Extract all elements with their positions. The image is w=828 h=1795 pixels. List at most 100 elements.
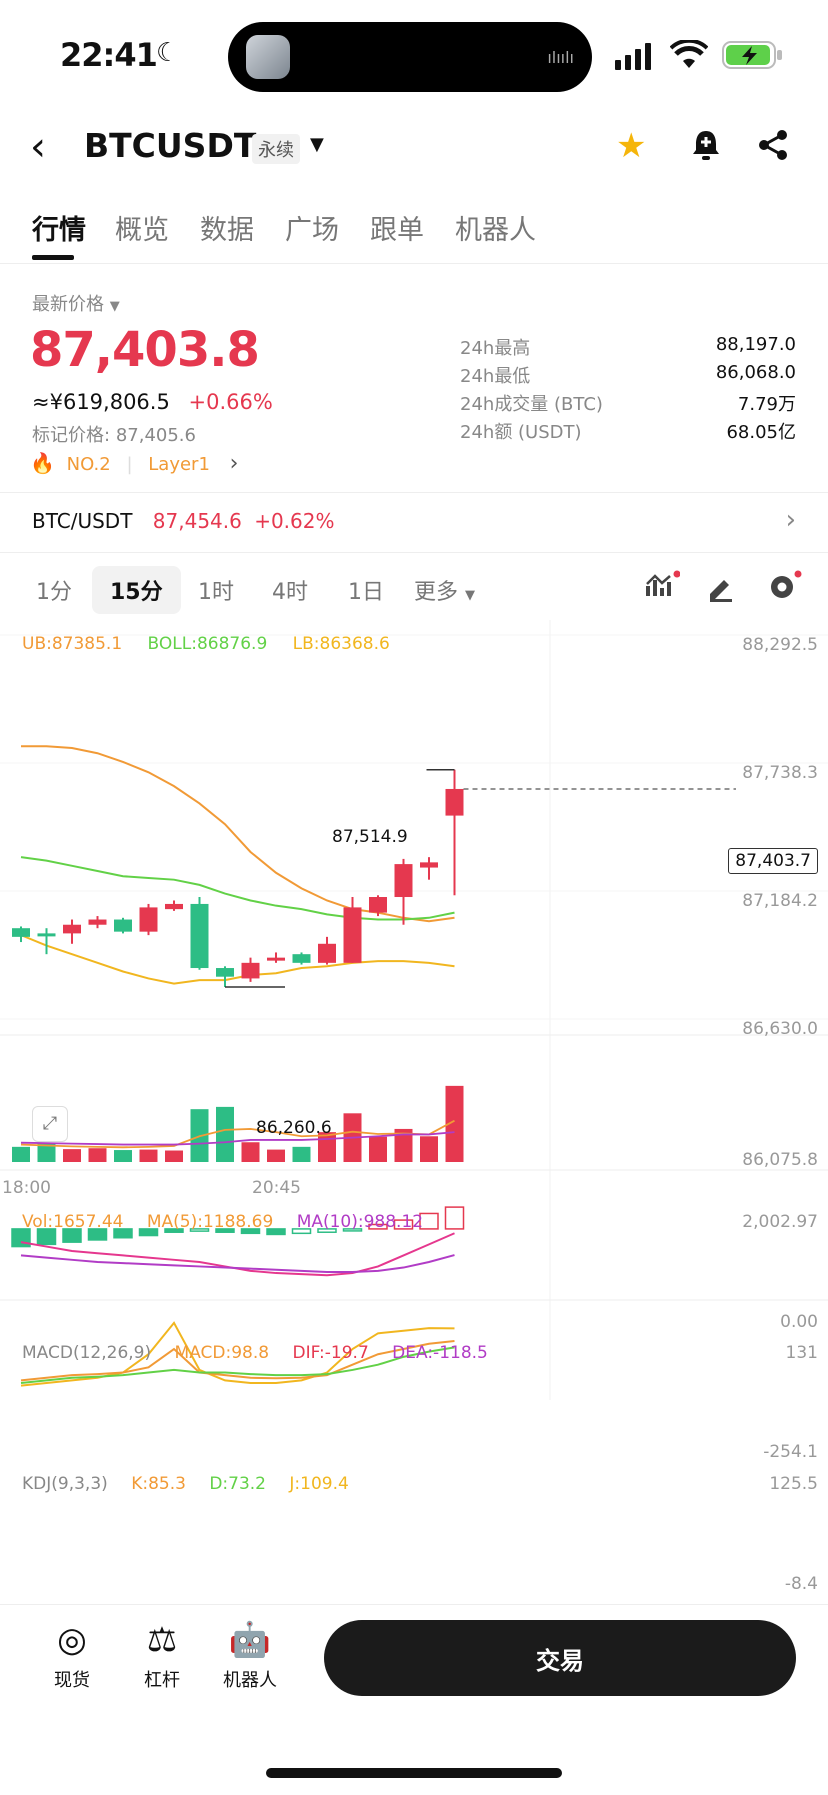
vol-ma5-line [20,1119,455,1149]
trade-button[interactable]: 交易 [324,1620,796,1696]
fullscreen-expand-icon[interactable]: ⤢ [32,1106,68,1142]
boll-upper-line [21,745,455,923]
y-tick: 87,738.3 [742,763,818,783]
moon-icon: ☾ [156,38,180,68]
back-button[interactable]: ‹ [30,124,46,170]
candle-body [190,903,209,969]
macd-histogram-bar [266,1228,286,1236]
tab-overview[interactable]: 概览 [115,215,169,246]
macd-histogram-bar [215,1228,235,1233]
volume-legend: Vol:1657.44 MA(5):1188.69 MA(10):988.12 [22,1212,423,1232]
share-icon[interactable] [756,128,790,162]
interval-15m[interactable]: 15分 [92,566,181,614]
volume-bar [37,1142,56,1162]
candle-body [445,788,464,816]
kdj-legend: KDJ(9,3,3) K:85.3 D:73.2 J:109.4 [22,1474,349,1494]
kline-chart[interactable] [0,620,828,1600]
rank-label: NO.2 [66,454,111,475]
spot-pair-row[interactable]: BTC/USDT 87,454.6 +0.62% › [32,505,796,535]
vol-ma10-line [20,1131,455,1146]
candle-body [114,919,132,932]
candle-body [394,864,413,898]
macd-histogram-bar [291,1228,312,1235]
candle-body [241,962,260,979]
macd-histogram-bar [62,1228,82,1243]
current-price-tag: 87,403.7 [728,848,818,874]
macd-histogram-bar [368,1223,388,1230]
price-alert-bell-icon[interactable] [690,128,722,162]
mark-price-value: 87,405.6 [115,425,196,446]
volume-bar [216,1106,234,1162]
last-price: 87,403.8 [30,322,260,378]
interval-1d[interactable]: 1日 [348,580,384,605]
avatar [246,35,290,79]
candle-body [216,968,234,977]
macd-histogram-bar [189,1228,210,1232]
candle-body [165,903,183,910]
volume-bar [165,1150,183,1162]
kdj-j-line [20,1321,455,1387]
volume-bar [63,1149,81,1162]
nav-bots[interactable]: 🤖 机器人 [210,1620,290,1692]
nav-margin-label: 杠杆 [144,1670,180,1691]
home-indicator[interactable] [266,1768,562,1778]
y-tick: 87,184.2 [742,891,818,911]
macd-histogram-bar [444,1206,465,1230]
volume-bar [12,1146,30,1162]
mark-price-row: 标记价格: 87,405.6 [32,421,196,447]
interval-more[interactable]: 更多 ▼ [414,574,475,606]
kdj-k-line [20,1340,455,1382]
vol-ma10: MA(10):988.12 [296,1212,424,1232]
price-cny: ≈¥619,806.5 [32,390,170,414]
chevron-right-icon: › [785,505,796,535]
tab-square[interactable]: 广场 [285,215,339,246]
symbol-title[interactable]: BTCUSDT [84,126,257,165]
interval-1h[interactable]: 1时 [198,580,234,605]
chart-settings-gear-icon[interactable] [766,570,802,602]
candle-body [12,928,30,937]
kdj-j: J:109.4 [289,1474,349,1494]
kdj-y-top: 125.5 [769,1474,818,1494]
symbol-dropdown-icon[interactable]: ▼ [310,134,324,155]
tab-copy-trading[interactable]: 跟单 [370,215,424,246]
volume-bar [139,1149,158,1162]
stat-value-turnover: 68.05亿 [726,422,796,443]
boll-ub: UB:87385.1 [22,634,123,654]
spot-divider-bottom [0,552,828,553]
chevron-down-icon: ▼ [465,588,476,603]
tab-bots[interactable]: 机器人 [455,215,536,246]
kdj-d: D:73.2 [209,1474,266,1494]
stat-label-volume: 24h成交量 (BTC) [460,394,603,415]
macd-histogram-bar [419,1212,439,1230]
tab-market[interactable]: 行情 [32,215,86,246]
interval-1m[interactable]: 1分 [36,580,72,605]
boll-mid-line [20,856,455,921]
favorite-star-icon[interactable]: ★ [616,126,647,166]
category-tag[interactable]: Layer1 [148,454,210,475]
margin-leverage-icon: ⚖ [146,1620,178,1660]
candle-body [139,907,158,932]
nav-margin[interactable]: ⚖ 杠杆 [122,1620,202,1692]
tabs-divider [0,263,828,264]
tab-data[interactable]: 数据 [200,215,254,246]
stat-value-volume: 7.79万 [737,394,796,415]
candle-body [343,907,362,963]
macd-histogram-bar [317,1228,337,1233]
macd-legend: MACD(12,26,9) MACD:98.8 DIF:-19.7 DEA:-1… [22,1343,488,1363]
interval-4h[interactable]: 4时 [272,580,308,605]
bottom-nav-divider [0,1604,828,1605]
contract-type-badge: 永续 [252,134,300,164]
draw-tool-icon[interactable] [706,572,738,602]
active-tab-indicator [32,255,74,260]
latest-price-label[interactable]: 最新价格 ▼ [32,290,120,316]
indicators-icon[interactable] [644,570,680,602]
rank-row[interactable]: 🔥 NO.2 | Layer1 › [30,451,238,476]
x-tick: 18:00 [2,1178,51,1198]
stat-value-high: 88,197.0 [715,334,796,355]
wifi-icon [670,40,708,68]
y-tick: 88,292.5 [742,635,818,655]
x-tick: 20:45 [252,1178,301,1198]
macd-histogram-bar [393,1219,414,1230]
candle-body [88,919,107,925]
nav-spot[interactable]: ◎ 现货 [32,1620,112,1692]
